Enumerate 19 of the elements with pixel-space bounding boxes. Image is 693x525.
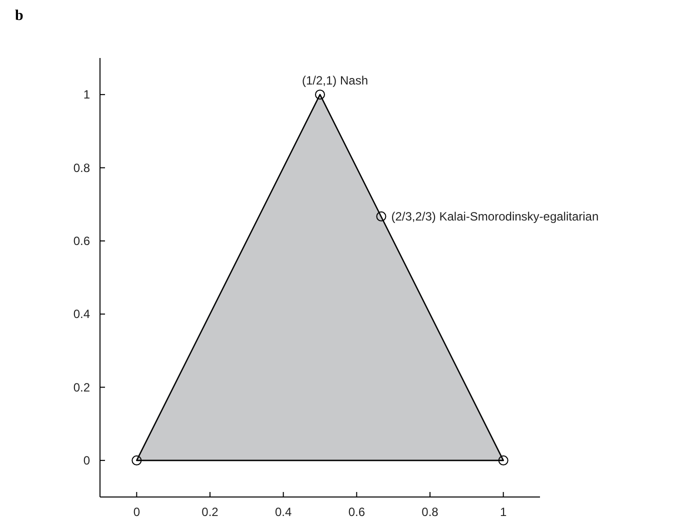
point — [498, 455, 508, 466]
annotation: (1/2,1) Nash — [302, 74, 368, 88]
y-tick-label: 0 — [83, 453, 90, 468]
point — [132, 455, 142, 466]
x-tick-label: 0.6 — [348, 505, 366, 519]
annotation: (2/3,2/3) Kalai-Smorodinsky-egalitarian — [391, 209, 599, 224]
y-tick-label: 0.6 — [73, 234, 90, 248]
y-tick-label: 0.2 — [73, 380, 90, 394]
x-tick-label: 0 — [133, 505, 140, 519]
y-tick-label: 0.8 — [73, 160, 90, 175]
chart-title: b — [15, 8, 24, 24]
x-tick-label: 0.8 — [422, 505, 439, 519]
y-tick-label: 0.4 — [73, 307, 90, 322]
x-tick-label: 1 — [500, 505, 507, 519]
y-tick-label: 1 — [83, 88, 90, 102]
point — [315, 90, 325, 100]
x-tick-label: 0.4 — [274, 505, 292, 519]
x-tick-label: 0.2 — [202, 505, 219, 519]
point — [376, 211, 386, 222]
